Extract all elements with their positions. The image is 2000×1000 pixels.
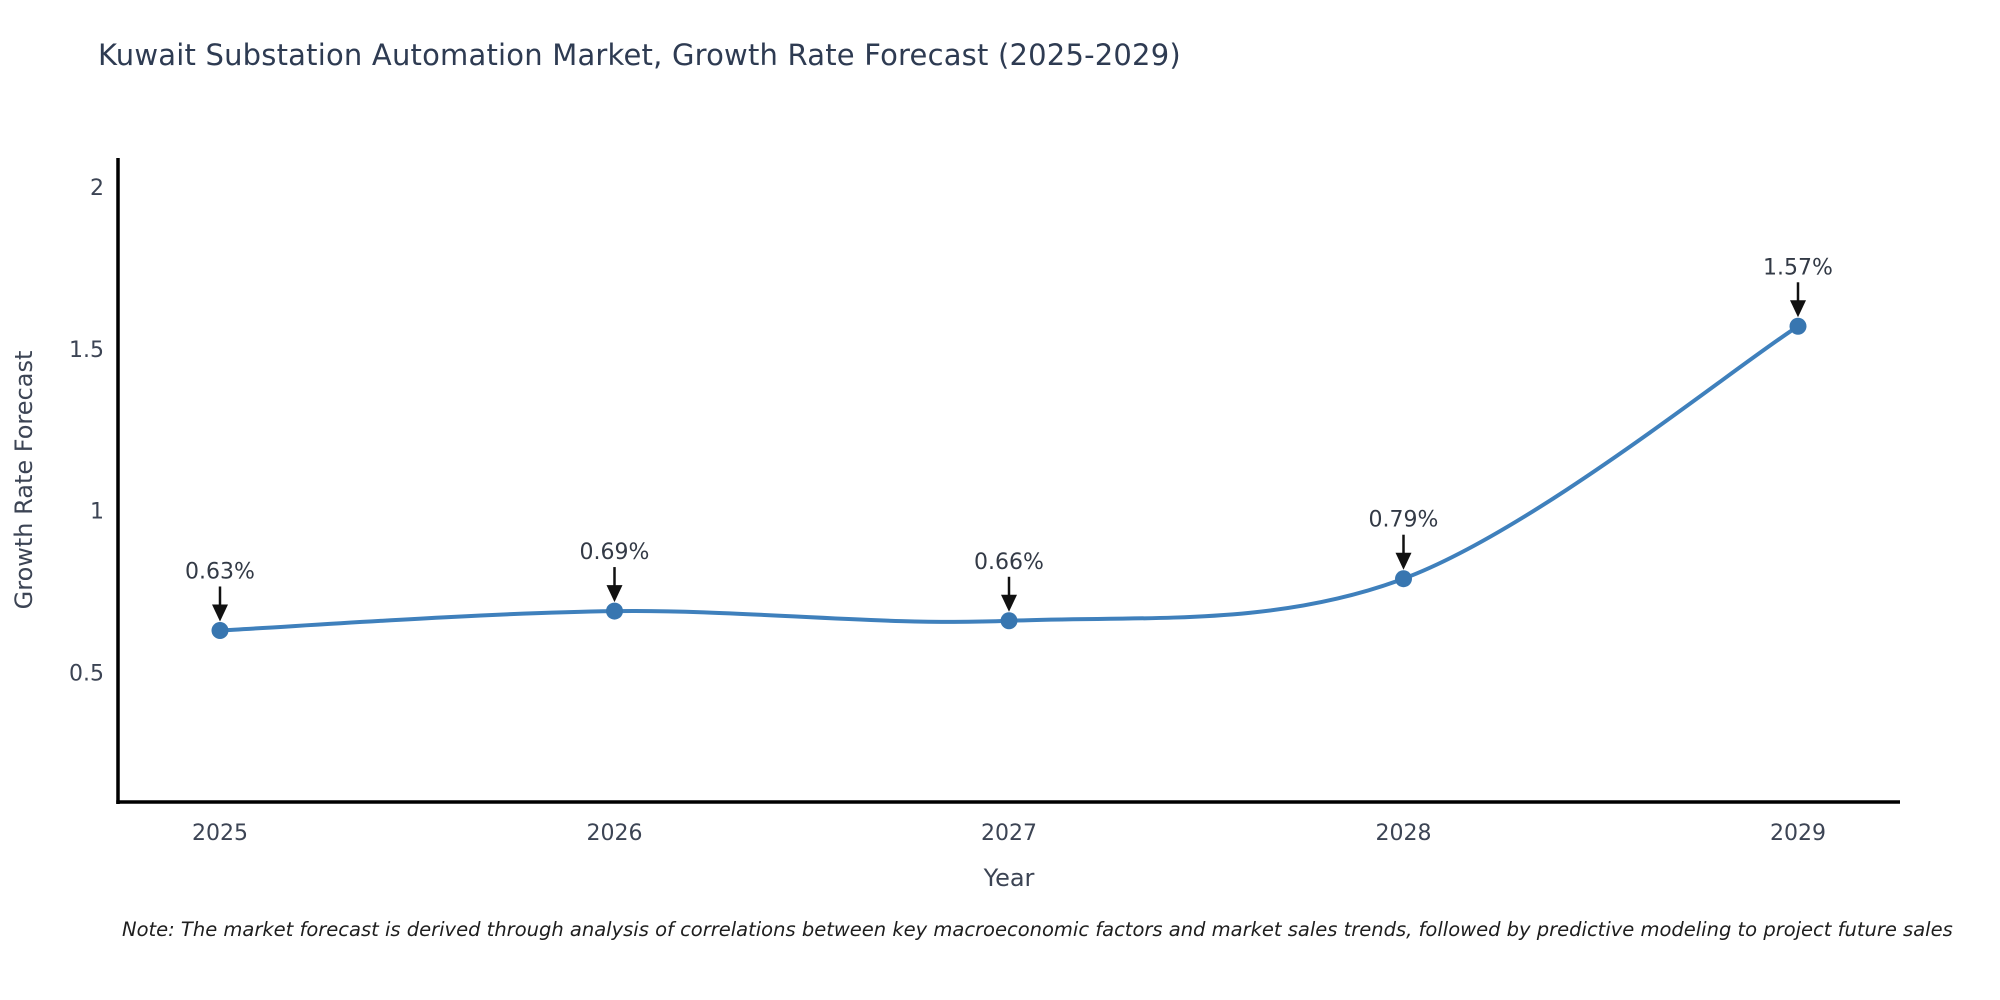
x-tick-label: 2026	[587, 821, 643, 846]
annotation-arrowhead	[606, 585, 623, 603]
data-point-marker	[1789, 317, 1807, 335]
x-tick-label: 2027	[981, 821, 1037, 846]
y-axis-title: Growth Rate Forecast	[10, 351, 38, 610]
data-point-marker	[1395, 570, 1412, 588]
annotation-label: 0.69%	[580, 540, 650, 565]
data-point-marker	[1000, 612, 1018, 630]
annotation-label: 0.63%	[185, 559, 255, 584]
y-tick-label: 1.5	[69, 338, 104, 363]
x-tick-label: 2025	[192, 821, 248, 846]
trend-line	[218, 324, 1800, 633]
annotation-label: 1.57%	[1763, 255, 1833, 280]
data-point-marker	[606, 602, 623, 620]
annotation-arrowhead	[1395, 552, 1412, 570]
y-tick-label: 2	[90, 176, 104, 201]
chart-title: Kuwait Substation Automation Market, Gro…	[98, 38, 1181, 72]
x-axis-title: Year	[983, 864, 1035, 892]
y-tick-label: 0.5	[69, 662, 104, 687]
annotation-arrowhead	[1790, 300, 1806, 318]
annotation-label: 0.66%	[974, 550, 1044, 575]
annotation-arrowhead	[212, 604, 228, 622]
footnote-text: Note: The market forecast is derived thr…	[122, 918, 1953, 941]
x-tick-label: 2029	[1770, 821, 1826, 846]
annotation-arrowhead	[1001, 594, 1017, 612]
data-point-marker	[211, 621, 229, 639]
annotation-label: 0.79%	[1369, 508, 1439, 533]
x-tick-label: 2028	[1376, 821, 1432, 846]
y-tick-label: 1	[90, 500, 104, 525]
